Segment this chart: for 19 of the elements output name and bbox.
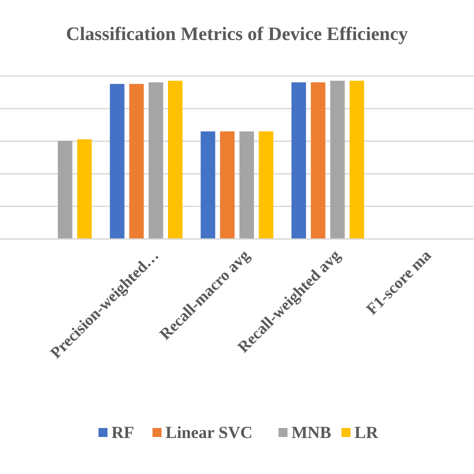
bar <box>291 82 306 239</box>
bar <box>200 131 216 239</box>
bar <box>350 80 364 239</box>
bar <box>310 82 326 239</box>
chart-title: Classification Metrics of Device Efficiency <box>66 24 408 45</box>
legend-label: Linear SVC <box>166 423 253 442</box>
legend-label: RF <box>112 423 134 442</box>
bar <box>258 131 274 239</box>
bar <box>168 80 183 239</box>
bar <box>330 80 345 239</box>
bar <box>58 140 72 239</box>
bar <box>129 84 144 239</box>
bar <box>148 82 164 239</box>
bar <box>110 84 124 239</box>
bar <box>239 131 254 239</box>
bar <box>220 131 235 239</box>
bar <box>77 139 92 239</box>
legend-label: MNB <box>292 423 332 442</box>
legend-label: LR <box>354 423 379 442</box>
